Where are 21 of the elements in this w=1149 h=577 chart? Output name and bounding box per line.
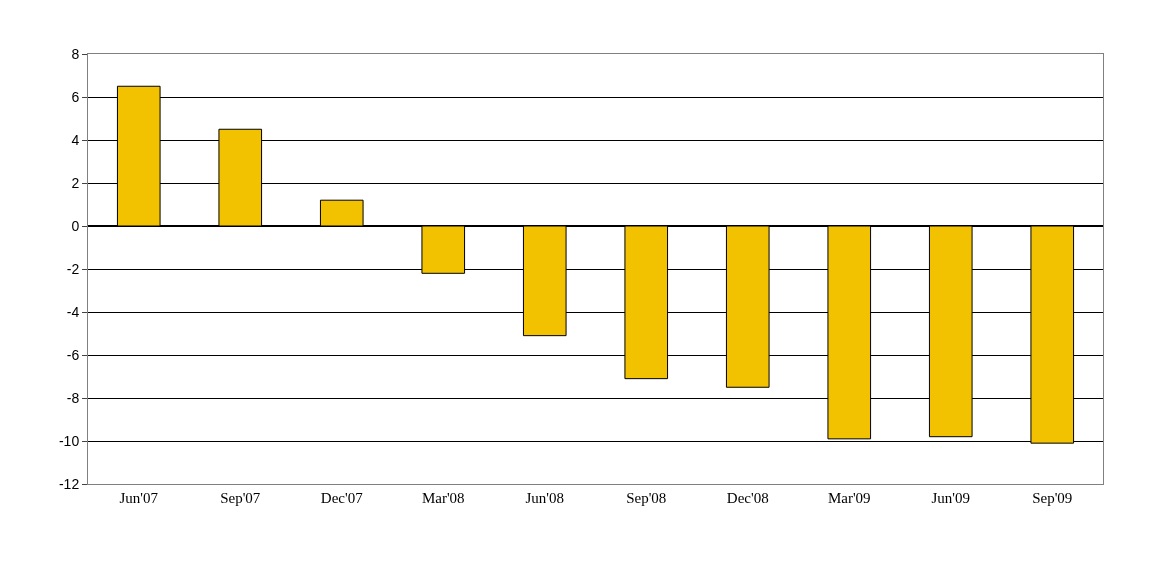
y-tick-label: -12	[58, 475, 80, 492]
y-tick-label: 0	[71, 217, 80, 234]
y-tick-label: -2	[66, 260, 80, 277]
y-tick-label: -10	[58, 432, 80, 449]
y-tick-label: -6	[66, 346, 80, 363]
x-tick-label: Jun'09	[931, 490, 971, 506]
x-tick-label: Dec'08	[726, 490, 769, 506]
x-tick-label: Jun'08	[525, 490, 565, 506]
y-tick-label: 8	[71, 45, 80, 62]
x-tick-label: Sep'09	[1032, 490, 1073, 506]
x-tick-label: Sep'07	[220, 490, 261, 506]
y-tick-label: -4	[66, 303, 80, 320]
x-tick-label: Mar'08	[421, 490, 465, 506]
y-tick-label: 2	[71, 174, 80, 191]
y-tick-label: 6	[71, 88, 80, 105]
x-tick-label: Dec'07	[320, 490, 364, 506]
x-tick-label: Mar'09	[827, 490, 871, 506]
x-tick-label: Jun'07	[119, 490, 159, 506]
y-tick-label: 4	[71, 131, 80, 148]
x-tick-label: Sep'08	[626, 490, 667, 506]
y-tick-label: -8	[66, 389, 80, 406]
